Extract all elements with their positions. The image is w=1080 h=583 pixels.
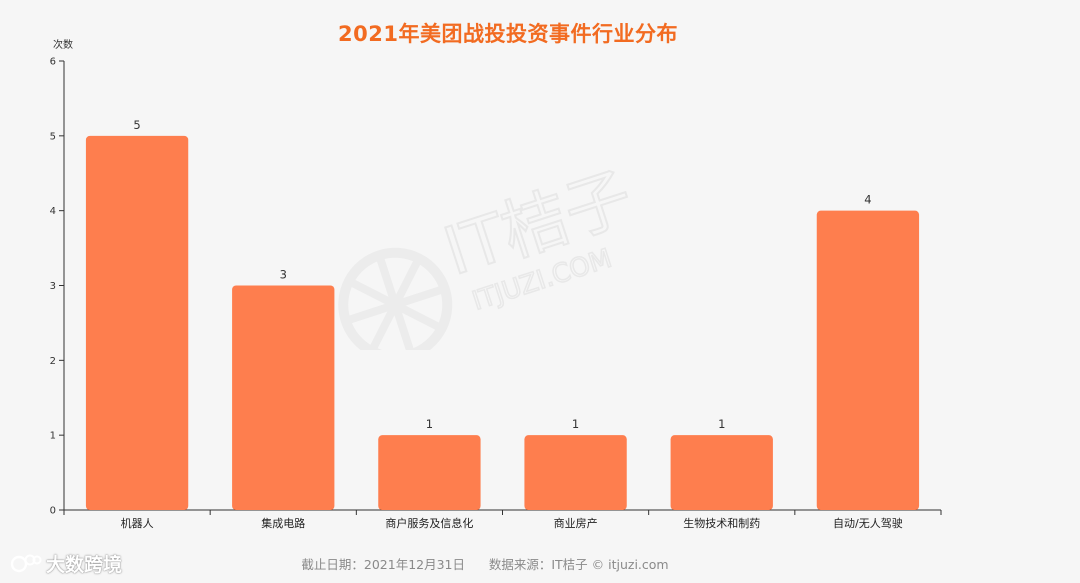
x-tick-label: 商业房产 [554,516,598,530]
x-tick-label: 自动/无人驾驶 [833,516,903,530]
brand-logo-icon [10,554,42,573]
bar[interactable] [378,435,481,510]
bar[interactable] [670,435,773,510]
bar-value-label: 1 [718,417,725,431]
bars [85,135,920,511]
cutoff-date: 截止日期：2021年12月31日 [301,557,466,572]
bar[interactable] [232,285,335,511]
bar-value-label: 1 [426,417,433,431]
bar[interactable] [524,435,627,510]
x-tick-label: 商户服务及信息化 [385,516,473,530]
bar[interactable] [85,135,189,511]
brand-badge: 大数跨境 [10,548,122,578]
footer-caption: 截止日期：2021年12月31日 数据来源：IT桔子 © itjuzi.com [0,554,970,573]
data-labels: 5 机器人 3 集成电路 1 商户服务及信息化 1 商业房产 1 生物技术和制药 4 自动/无人驾驶 [121,118,903,530]
y-axis-label: 次数 [53,40,73,51]
x-tick-label: 生物技术和制药 [683,516,760,530]
y-tick-label: 4 [50,206,56,217]
data-source: 数据来源：IT桔子 © itjuzi.com [488,557,669,572]
y-tick-label: 6 [50,57,56,68]
bar-value-label: 5 [133,118,140,132]
bar[interactable] [816,210,920,510]
y-tick-label: 5 [50,131,56,142]
x-tick-label: 集成电路 [261,516,305,530]
itjuzi-watermark: IT桔子 ITJUZI.COM [338,160,642,350]
y-tick-label: 3 [50,281,56,292]
y-tick-label: 1 [50,431,56,442]
bar-value-label: 1 [572,417,579,431]
y-tick-label: 0 [50,506,56,517]
bar-value-label: 4 [864,193,871,207]
x-tick-label: 机器人 [121,516,154,530]
brand-name: 大数跨境 [46,553,123,576]
y-tick-label: 2 [50,356,56,367]
chart-title: 2021年美团战投投资事件行业分布 [338,22,678,46]
axes: 0 1 2 3 4 5 6 [50,57,942,517]
bar-value-label: 3 [280,268,287,282]
